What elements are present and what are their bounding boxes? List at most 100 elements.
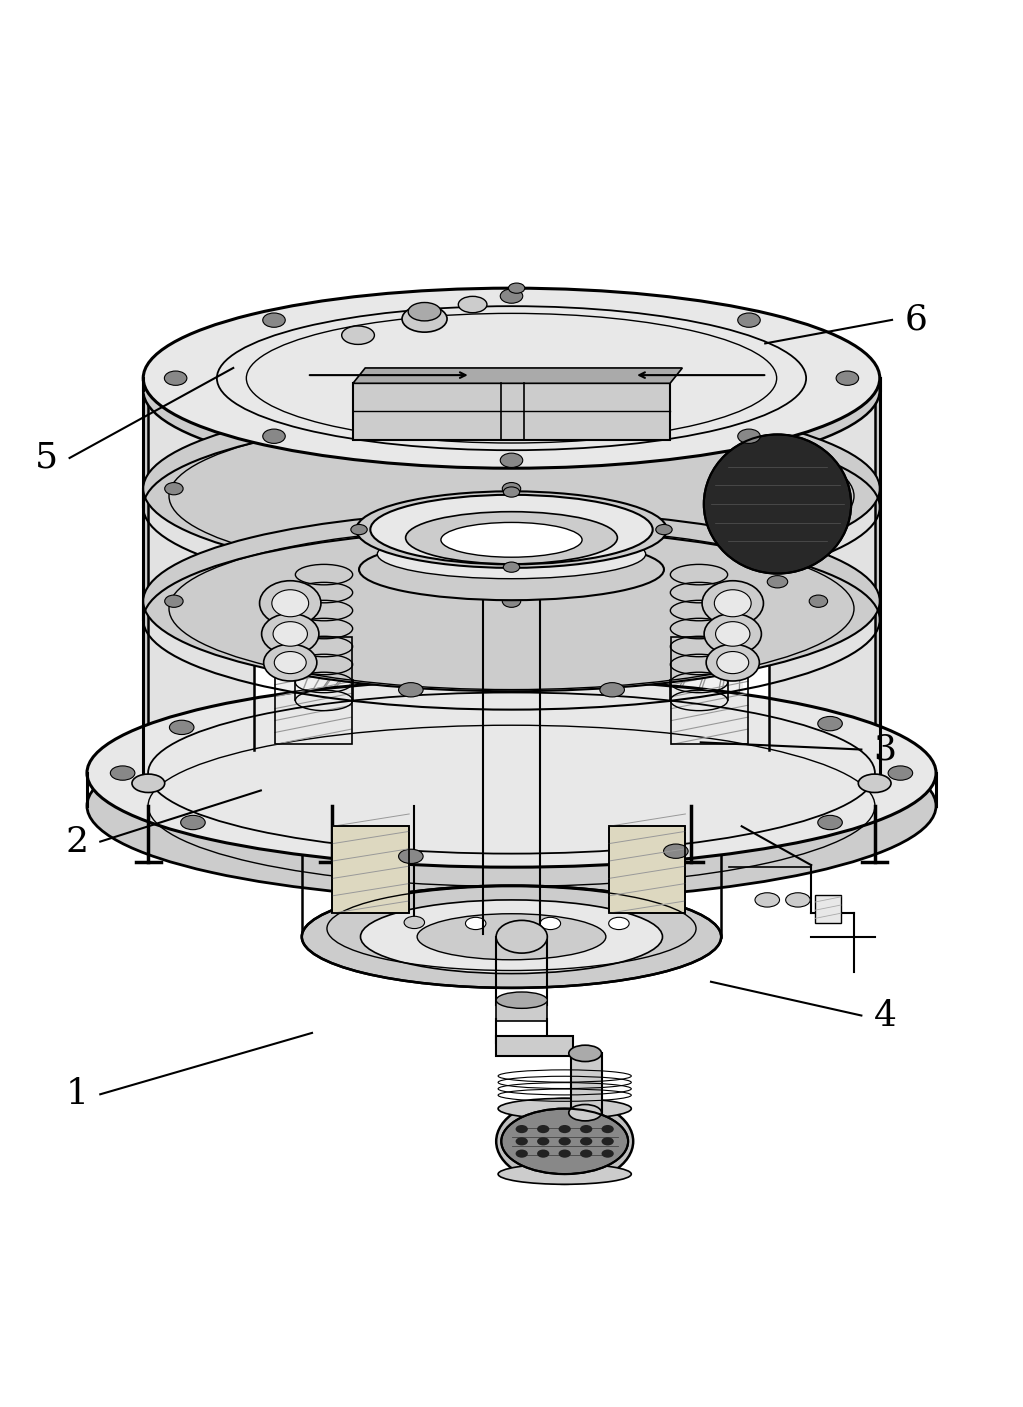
Ellipse shape [580,1137,592,1145]
Ellipse shape [858,774,891,792]
Ellipse shape [559,1126,571,1133]
Ellipse shape [809,483,828,495]
Ellipse shape [143,511,880,691]
Polygon shape [768,378,880,772]
Polygon shape [353,369,682,383]
Ellipse shape [786,893,810,908]
Ellipse shape [809,595,828,608]
Ellipse shape [165,483,183,495]
Ellipse shape [537,1150,549,1158]
Text: 1: 1 [65,1078,88,1112]
Ellipse shape [706,644,759,681]
Ellipse shape [408,303,441,321]
Ellipse shape [441,522,582,557]
Ellipse shape [132,774,165,792]
Ellipse shape [767,575,788,588]
Ellipse shape [738,429,760,443]
Bar [815,895,841,923]
Ellipse shape [342,326,374,345]
Ellipse shape [260,581,321,626]
Ellipse shape [360,900,663,974]
Ellipse shape [87,680,936,867]
Ellipse shape [516,1126,528,1133]
Ellipse shape [359,539,664,601]
Bar [496,1036,573,1057]
Text: 2: 2 [65,825,88,858]
Ellipse shape [702,581,763,626]
Ellipse shape [402,305,447,332]
Ellipse shape [508,283,525,293]
Ellipse shape [836,371,858,386]
Ellipse shape [356,491,667,568]
Polygon shape [609,826,685,913]
Ellipse shape [377,529,646,578]
Ellipse shape [714,590,751,616]
Ellipse shape [738,312,760,328]
Ellipse shape [273,622,308,646]
Ellipse shape [704,435,851,574]
Ellipse shape [656,525,672,535]
Polygon shape [255,378,768,750]
Ellipse shape [502,483,521,495]
Text: 4: 4 [874,999,896,1033]
Ellipse shape [580,1150,592,1158]
Bar [571,1054,602,1113]
Ellipse shape [602,1137,614,1145]
Ellipse shape [540,917,561,930]
Ellipse shape [502,595,521,608]
Ellipse shape [569,1104,602,1121]
Ellipse shape [609,917,629,930]
Text: 3: 3 [874,733,896,767]
Ellipse shape [817,815,842,830]
Ellipse shape [170,720,194,734]
Polygon shape [875,378,880,772]
Ellipse shape [263,429,285,443]
Ellipse shape [404,916,425,929]
Ellipse shape [500,453,523,467]
Ellipse shape [351,525,367,535]
Ellipse shape [110,765,135,781]
Ellipse shape [143,398,880,578]
Ellipse shape [664,844,688,858]
Ellipse shape [262,613,319,654]
Ellipse shape [503,487,520,497]
Ellipse shape [717,651,749,674]
Ellipse shape [602,1126,614,1133]
Bar [332,826,409,913]
Ellipse shape [500,288,523,304]
Ellipse shape [272,590,309,616]
Ellipse shape [580,1126,592,1133]
Ellipse shape [516,1137,528,1145]
Ellipse shape [165,371,187,386]
Ellipse shape [274,651,306,674]
Ellipse shape [559,1137,571,1145]
Text: 5: 5 [35,440,57,476]
Bar [671,637,748,744]
Ellipse shape [537,1137,549,1145]
Ellipse shape [399,850,424,864]
Ellipse shape [181,815,206,830]
Polygon shape [143,378,148,772]
Ellipse shape [165,595,183,608]
Polygon shape [143,378,255,772]
Ellipse shape [569,1045,602,1061]
Ellipse shape [599,682,624,696]
Ellipse shape [143,288,880,469]
Ellipse shape [715,622,750,646]
Ellipse shape [817,716,842,730]
Ellipse shape [417,913,606,960]
Ellipse shape [496,1099,633,1183]
Ellipse shape [458,297,487,312]
Polygon shape [280,564,743,750]
Ellipse shape [370,495,653,564]
Ellipse shape [498,1099,631,1119]
Ellipse shape [302,885,721,988]
Ellipse shape [503,561,520,573]
Ellipse shape [264,644,317,681]
Ellipse shape [465,917,486,930]
Ellipse shape [496,920,547,953]
Text: 6: 6 [904,303,927,336]
Ellipse shape [263,312,285,328]
Ellipse shape [602,1150,614,1158]
Ellipse shape [501,1109,628,1173]
